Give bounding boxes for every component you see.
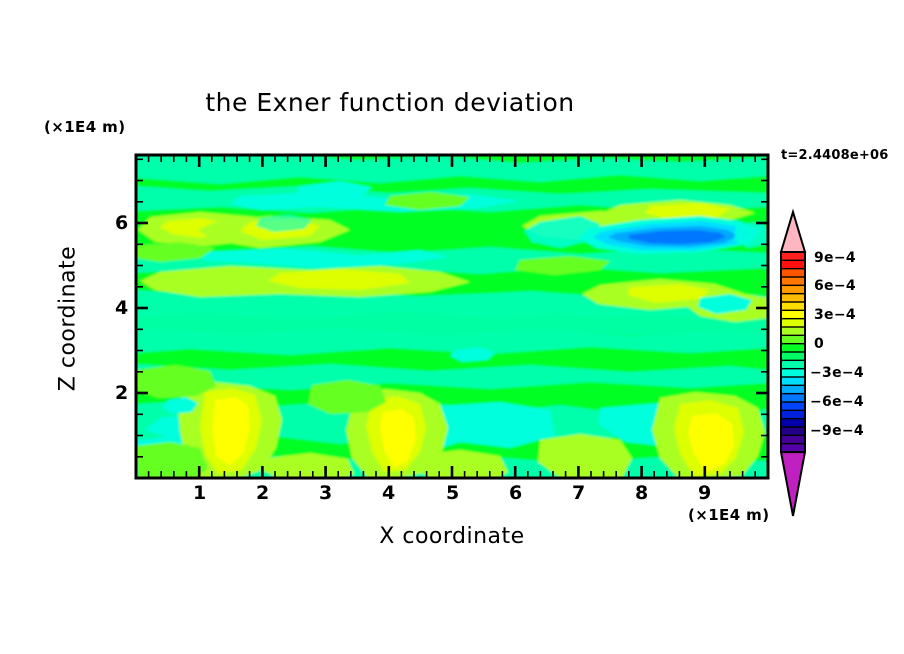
x-axis-major-ticks [197,155,707,478]
contour-bands [136,155,768,478]
z-tick-label: 2 [115,382,129,404]
colorbar-band [780,392,806,404]
colorbar-tick-label: 0 [814,336,825,352]
colorbar-tick-label: 9e−4 [814,250,856,266]
z-axis-unit-label: (×1E4 m) [44,118,126,136]
colorbar-band [780,359,806,370]
z-axis-major-ticks [136,221,768,395]
colorbar-band [780,434,806,445]
x-axis-unit-label: (×1E4 m) [688,506,770,524]
colorbar-band [780,259,806,270]
colorbar-band [780,409,806,420]
z-tick-label: 4 [115,297,129,319]
colorbar-tick-label: −3e−4 [810,365,864,381]
x-tick-label: 2 [256,482,270,504]
colorbar-tick-label: 6e−4 [814,278,856,294]
colorbar-band [780,351,806,362]
colorbar-band [780,334,806,345]
colorbar-band [780,401,806,412]
colorbar-band [780,317,806,329]
x-tick-label: 1 [193,482,207,504]
colorbar-band [780,301,806,312]
x-axis-title: X coordinate [379,524,525,549]
colorbar-band [780,276,806,287]
x-tick-label: 5 [446,482,460,504]
z-axis-minor-ticks [136,158,768,458]
colorbar-band [780,292,806,304]
x-tick-label: 8 [635,482,649,504]
time-annotation: t=2.4408e+06 [781,148,889,163]
x-tick-label: 4 [382,482,396,504]
colorbar-band [780,267,806,279]
x-tick-label: 7 [572,482,586,504]
colorbar-band [780,251,806,262]
colorbar-tick-label: 3e−4 [814,307,856,323]
x-axis-minor-ticks [147,155,757,478]
colorbar-band [780,367,806,379]
z-tick-label: 6 [115,212,129,234]
colorbar-band [780,284,806,295]
colorbar-band [780,309,806,320]
colorbar-band [780,384,806,395]
colorbar-band [780,326,806,337]
x-tick-label: 6 [509,482,523,504]
colorbar-band [780,376,806,387]
z-axis-title: Z coordinate [55,245,81,392]
colorbar-band [780,342,806,354]
colorbar-tick-label: −6e−4 [810,394,864,410]
colorbar-tick-label: −9e−4 [810,423,864,439]
x-tick-label: 3 [319,482,333,504]
page-title: the Exner function deviation [205,88,575,117]
x-tick-label: 9 [698,482,712,504]
colorbar-band [780,417,806,429]
colorbar-band [780,426,806,437]
colorbar [779,208,807,517]
